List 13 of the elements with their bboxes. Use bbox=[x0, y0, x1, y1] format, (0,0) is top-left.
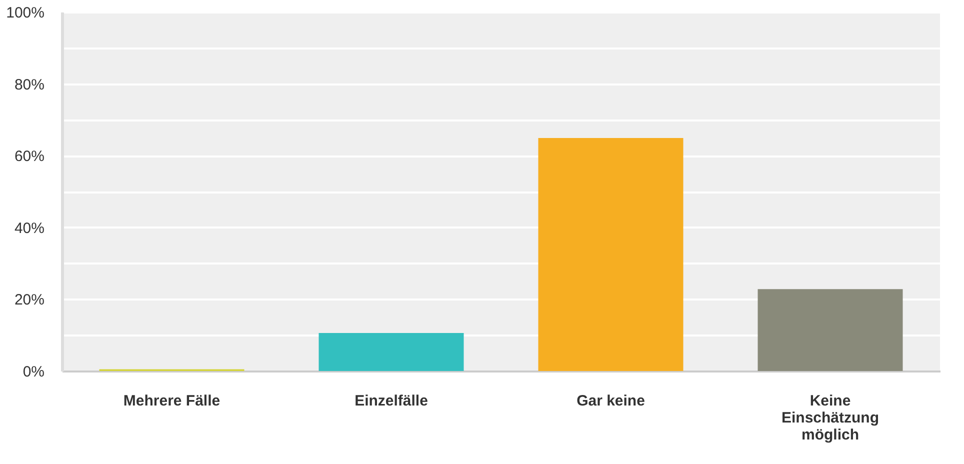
x-tick-label: Einzelfälle bbox=[354, 392, 428, 410]
y-tick-label: 100% bbox=[6, 4, 44, 22]
x-tick-label: Mehrere Fälle bbox=[123, 392, 220, 410]
bar bbox=[538, 138, 684, 371]
y-tick-label: 60% bbox=[14, 148, 44, 166]
y-tick-label: 80% bbox=[14, 76, 44, 94]
x-tick-label: Gar keine bbox=[576, 392, 645, 410]
y-tick-label: 0% bbox=[22, 364, 44, 380]
y-tick-label: 40% bbox=[14, 220, 44, 237]
y-tick-label: 20% bbox=[14, 292, 44, 309]
x-tick-label: Keine Einschätzung möglich bbox=[781, 392, 880, 444]
bar bbox=[318, 332, 464, 371]
bar bbox=[758, 289, 903, 371]
